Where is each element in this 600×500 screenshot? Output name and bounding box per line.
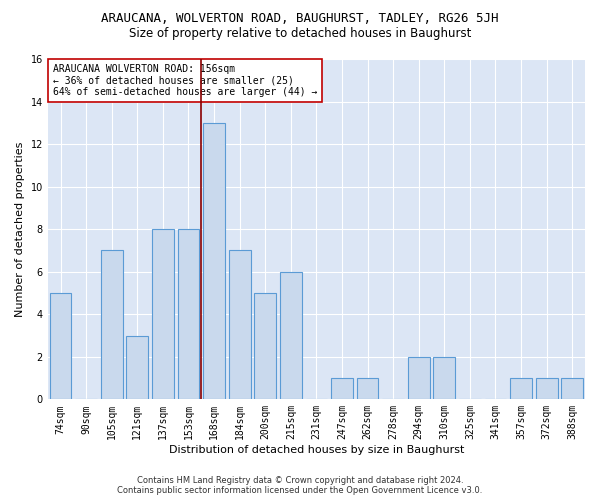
Bar xyxy=(254,293,276,400)
Bar xyxy=(101,250,122,400)
Bar xyxy=(331,378,353,400)
Bar xyxy=(152,229,174,400)
Bar xyxy=(433,357,455,400)
Bar xyxy=(280,272,302,400)
Text: ARAUCANA, WOLVERTON ROAD, BAUGHURST, TADLEY, RG26 5JH: ARAUCANA, WOLVERTON ROAD, BAUGHURST, TAD… xyxy=(101,12,499,26)
Bar xyxy=(229,250,251,400)
Text: Size of property relative to detached houses in Baughurst: Size of property relative to detached ho… xyxy=(129,28,471,40)
Bar xyxy=(203,123,225,400)
Bar xyxy=(50,293,71,400)
Text: ARAUCANA WOLVERTON ROAD: 156sqm
← 36% of detached houses are smaller (25)
64% of: ARAUCANA WOLVERTON ROAD: 156sqm ← 36% of… xyxy=(53,64,317,98)
Bar xyxy=(178,229,199,400)
Bar xyxy=(127,336,148,400)
Bar xyxy=(356,378,379,400)
Bar xyxy=(510,378,532,400)
Text: Contains HM Land Registry data © Crown copyright and database right 2024.
Contai: Contains HM Land Registry data © Crown c… xyxy=(118,476,482,495)
Bar xyxy=(408,357,430,400)
Bar xyxy=(536,378,557,400)
X-axis label: Distribution of detached houses by size in Baughurst: Distribution of detached houses by size … xyxy=(169,445,464,455)
Bar xyxy=(562,378,583,400)
Y-axis label: Number of detached properties: Number of detached properties xyxy=(15,142,25,317)
